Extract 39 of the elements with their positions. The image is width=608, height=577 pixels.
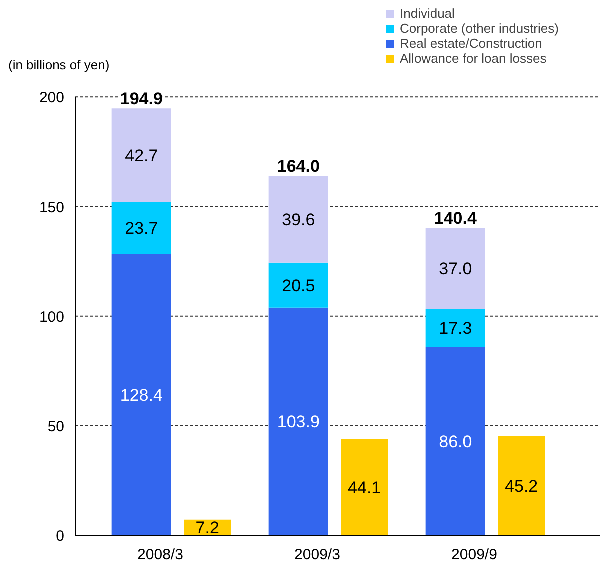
data-label: 103.9	[277, 412, 320, 432]
bar	[426, 228, 486, 310]
legend-label: Corporate (other industries)	[400, 21, 559, 36]
bar	[268, 262, 328, 308]
data-label: 45.2	[505, 477, 538, 496]
data-label: 20.5	[282, 276, 316, 296]
bar	[112, 254, 172, 536]
data-label: 86.0	[439, 432, 472, 452]
data-label: 128.4	[120, 386, 163, 405]
legend-label: Allowance for loan losses	[400, 51, 547, 66]
bar	[268, 176, 328, 263]
bar	[341, 438, 388, 536]
data-label: 39.6	[282, 210, 316, 230]
data-label: 44.1	[348, 478, 382, 498]
bar	[112, 202, 172, 254]
data-label: 37.0	[439, 260, 472, 279]
x-tick-label: 2009/3	[294, 546, 340, 564]
y-tick-label: 50	[48, 418, 65, 436]
data-label: 42.7	[125, 146, 158, 166]
y-tick-label: 200	[39, 90, 65, 107]
data-label: 17.3	[439, 319, 472, 338]
x-tick-label: 2008/3	[138, 546, 184, 564]
bar	[426, 347, 486, 536]
y-tick-label: 150	[39, 199, 65, 216]
legend-label: Real estate/Construction	[400, 36, 542, 51]
y-tick-label: 0	[56, 528, 64, 546]
y-tick-label: 100	[39, 308, 65, 326]
annotation: 194.9	[120, 89, 163, 108]
data-label: 7.2	[196, 518, 220, 538]
legend-label: Individual	[400, 6, 455, 21]
x-tick-label: 2009/9	[452, 546, 498, 564]
annotation: 164.0	[277, 157, 320, 176]
data-label: 23.7	[125, 219, 158, 238]
bar	[268, 308, 328, 536]
annotation: 140.4	[434, 208, 478, 228]
bar	[112, 108, 172, 202]
bar	[426, 309, 486, 348]
bar	[498, 436, 546, 536]
y-axis-title: (in billions of yen)	[8, 58, 110, 72]
